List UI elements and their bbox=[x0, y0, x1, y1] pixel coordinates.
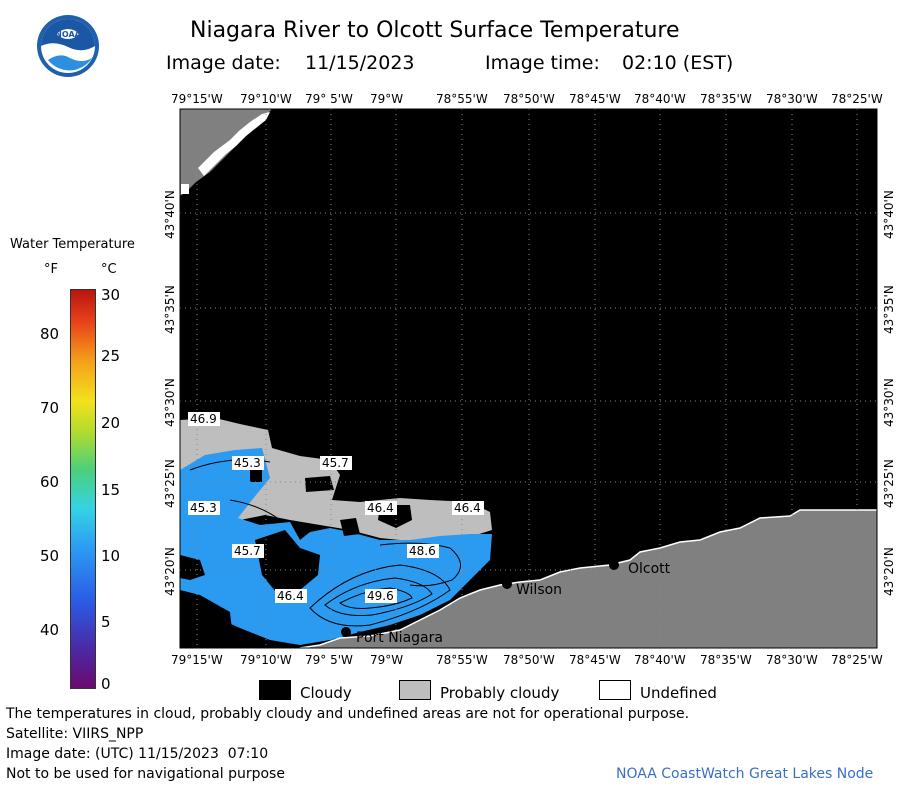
noaa-logo: NOAA bbox=[36, 14, 100, 78]
temperature-value: 48.6 bbox=[409, 544, 436, 558]
footer-utc-date: Image date: (UTC) 11/15/2023 07:10 bbox=[6, 746, 269, 762]
lat-label-right: 43°40'N bbox=[882, 190, 896, 239]
colorbar-f-tick: 40 bbox=[40, 621, 60, 639]
temperature-value: 45.3 bbox=[190, 501, 217, 515]
colorbar-f-tick: 80 bbox=[40, 325, 60, 343]
colorbar-unit-f: °F bbox=[44, 262, 58, 277]
place-port-niagara: Port Niagara bbox=[356, 630, 443, 646]
lat-label-right: 43°30'N bbox=[882, 378, 896, 427]
temperature-label: 45.7 bbox=[232, 544, 264, 558]
lon-label-top: 78°25'W bbox=[831, 92, 883, 106]
lat-label-right: 43°25'N bbox=[882, 459, 896, 508]
colorbar-unit-c: °C bbox=[101, 262, 117, 277]
footer-disclaimer: The temperatures in cloud, probably clou… bbox=[6, 706, 690, 722]
colorbar-c-tick: 30 bbox=[101, 286, 121, 304]
lon-label-bottom: 78°35'W bbox=[700, 653, 752, 667]
logo-text: NOAA bbox=[55, 30, 81, 39]
image-date-value: 11/15/2023 bbox=[305, 52, 415, 74]
colorbar-f-tick: 50 bbox=[40, 547, 60, 565]
lat-label-left: 43°20'N bbox=[163, 547, 177, 596]
temperature-label: 45.3 bbox=[188, 501, 220, 515]
lon-label-top: 78°45'W bbox=[569, 92, 621, 106]
undefined-strip bbox=[198, 112, 270, 176]
temperature-label: 46.4 bbox=[365, 501, 397, 515]
temperature-value: 45.7 bbox=[234, 544, 261, 558]
wilson-marker bbox=[502, 579, 512, 589]
lat-label-left: 43°35'N bbox=[163, 285, 177, 334]
lat-label-left: 43°25'N bbox=[163, 459, 177, 508]
lat-label-right: 43°35'N bbox=[882, 285, 896, 334]
legend-probably-cloudy-swatch bbox=[399, 680, 431, 700]
colorbar-title: Water Temperature bbox=[10, 237, 135, 252]
temperature-label: 48.6 bbox=[407, 544, 439, 558]
lon-label-top: 78°55'W bbox=[436, 92, 488, 106]
lon-label-top: 79°W bbox=[370, 92, 404, 106]
place-wilson: Wilson bbox=[516, 582, 562, 598]
lon-label-top: 78°35'W bbox=[700, 92, 752, 106]
lon-label-top: 78°30'W bbox=[766, 92, 818, 106]
temperature-label: 46.4 bbox=[275, 589, 307, 603]
lon-label-top: 79° 5'W bbox=[305, 92, 353, 106]
lon-label-top: 78°40'W bbox=[634, 92, 686, 106]
map-frame bbox=[179, 108, 878, 649]
lon-label-bottom: 78°25'W bbox=[831, 653, 883, 667]
temperature-label: 46.4 bbox=[452, 501, 484, 515]
footer-credit: NOAA CoastWatch Great Lakes Node bbox=[616, 766, 874, 782]
temperature-value: 49.6 bbox=[367, 589, 394, 603]
lat-label-left: 43°40'N bbox=[163, 190, 177, 239]
colorbar-c-tick: 0 bbox=[101, 675, 111, 693]
lon-label-top: 78°50'W bbox=[503, 92, 555, 106]
footer-satellite: Satellite: VIIRS_NPP bbox=[6, 726, 144, 742]
noaa-logo-icon: NOAA bbox=[37, 15, 99, 77]
colorbar-c-tick: 5 bbox=[101, 613, 111, 631]
colorbar-c-tick: 25 bbox=[101, 347, 121, 365]
temperature-label: 45.7 bbox=[320, 456, 352, 470]
footer-nav-warning: Not to be used for navigational purpose bbox=[6, 766, 285, 782]
legend-cloudy-swatch bbox=[259, 680, 291, 700]
land-south-shore bbox=[300, 510, 877, 648]
olcott-marker bbox=[609, 560, 619, 570]
image-date-label: Image date: bbox=[166, 52, 281, 74]
lon-label-top: 79°10'W bbox=[240, 92, 292, 106]
place-olcott: Olcott bbox=[628, 561, 671, 577]
lon-label-bottom: 78°55'W bbox=[436, 653, 488, 667]
port-niagara-marker bbox=[341, 627, 351, 637]
temperature-value: 46.4 bbox=[277, 589, 304, 603]
temperature-value: 45.3 bbox=[234, 456, 261, 470]
temperature-label: 49.6 bbox=[365, 589, 397, 603]
colorbar-f-tick: 70 bbox=[40, 399, 60, 417]
lon-label-bottom: 79° 5'W bbox=[305, 653, 353, 667]
colorbar bbox=[70, 289, 96, 689]
temperature-value: 46.4 bbox=[454, 501, 481, 515]
lon-label-bottom: 79°W bbox=[370, 653, 404, 667]
map-title: Niagara River to Olcott Surface Temperat… bbox=[190, 18, 680, 43]
temperature-value: 46.9 bbox=[190, 412, 217, 426]
legend-cloudy-label: Cloudy bbox=[300, 684, 352, 702]
lon-label-bottom: 78°45'W bbox=[569, 653, 621, 667]
temperature-value: 46.4 bbox=[367, 501, 394, 515]
water-area bbox=[180, 448, 492, 645]
temperature-label: 45.3 bbox=[232, 456, 264, 470]
legend-undefined-swatch bbox=[599, 680, 631, 700]
lon-label-bottom: 79°15'W bbox=[171, 653, 223, 667]
lat-label-right: 43°20'N bbox=[882, 547, 896, 596]
lon-label-bottom: 78°40'W bbox=[634, 653, 686, 667]
colorbar-c-tick: 20 bbox=[101, 414, 121, 432]
temperature-label: 46.9 bbox=[188, 412, 220, 426]
legend-probably-cloudy-label: Probably cloudy bbox=[440, 684, 560, 702]
legend-undefined-label: Undefined bbox=[640, 684, 717, 702]
colorbar-f-tick: 60 bbox=[40, 473, 60, 491]
temperature-value: 45.7 bbox=[322, 456, 349, 470]
lon-label-bottom: 79°10'W bbox=[240, 653, 292, 667]
image-time-value: 02:10 (EST) bbox=[622, 52, 734, 74]
lon-label-bottom: 78°50'W bbox=[503, 653, 555, 667]
colorbar-c-tick: 15 bbox=[101, 481, 121, 499]
colorbar-c-tick: 10 bbox=[101, 547, 121, 565]
lat-label-left: 43°30'N bbox=[163, 378, 177, 427]
lon-label-top: 79°15'W bbox=[171, 92, 223, 106]
lon-label-bottom: 78°30'W bbox=[766, 653, 818, 667]
image-time-label: Image time: bbox=[485, 52, 600, 74]
